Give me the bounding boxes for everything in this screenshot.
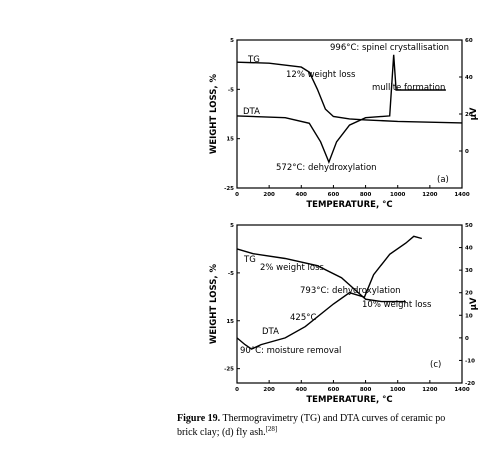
x-tick-label: 1200: [422, 387, 437, 393]
y2-tick-label: 20: [465, 112, 473, 118]
curve: [236, 248, 406, 303]
y2-tick-label: 0: [465, 149, 469, 155]
y2-tick-label: 40: [465, 246, 473, 252]
y2-tick-label: 30: [465, 268, 473, 274]
annotation: 425°C: [290, 313, 316, 323]
y2-tick-label: 0: [465, 336, 469, 342]
y2-tick-label: 20: [465, 291, 473, 297]
caption: brick clay; (d) fly ash.[28]: [177, 425, 277, 438]
annotation: 90°C: moisture removal: [240, 346, 341, 356]
x-tick-label: 0: [235, 192, 239, 198]
annotation: 793°C: dehydroxylation: [300, 286, 401, 296]
annotation: 572°C: dehydroxylation: [276, 163, 377, 173]
x-tick-label: 1000: [390, 387, 405, 393]
caption-text: brick clay; (d) fly ash.: [177, 427, 266, 438]
y-tick-label: -5: [228, 271, 234, 277]
y-axis-title: WEIGHT LOSS, %: [209, 263, 219, 344]
curve-label: DTA: [262, 327, 279, 337]
annotation: (c): [430, 360, 441, 370]
annotation: 996°C: spinel crystallisation: [330, 43, 449, 53]
x-tick-label: 600: [328, 192, 340, 198]
x-tick-label: 400: [296, 387, 308, 393]
annotation: mullite formation: [372, 83, 445, 93]
y2-tick-label: 60: [465, 38, 473, 44]
y-tick-label: 15: [226, 319, 234, 325]
y-tick-label: -5: [228, 87, 234, 93]
x-axis-title: TEMPERATURE, °C: [306, 395, 392, 405]
y2-tick-label: 10: [465, 313, 473, 319]
x-tick-label: 1200: [422, 192, 437, 198]
x-tick-label: 1400: [454, 192, 469, 198]
x-tick-label: 600: [328, 387, 340, 393]
plot-frame: [236, 224, 463, 384]
curve: [236, 54, 446, 165]
caption-label: Figure 19.: [177, 413, 221, 424]
curve: [236, 235, 422, 350]
annotation: 2% weight loss: [260, 263, 325, 273]
caption: Figure 19. Thermogravimetry (TG) and DTA…: [177, 413, 445, 424]
x-tick-label: 800: [360, 387, 372, 393]
y-tick-label: -25: [224, 367, 234, 373]
x-tick-label: 800: [360, 192, 372, 198]
y2-tick-label: 50: [465, 223, 473, 229]
x-tick-label: 1400: [454, 387, 469, 393]
y2-tick-label: 40: [465, 75, 473, 81]
y-tick-label: 5: [230, 38, 234, 44]
curve: [236, 61, 463, 124]
x-tick-label: 0: [235, 387, 239, 393]
x-tick-label: 1000: [390, 192, 405, 198]
caption-text: Thermogravimetry (TG) and DTA curves of …: [222, 413, 445, 424]
y2-axis-title: µV: [469, 107, 479, 120]
curve-label: DTA: [243, 107, 260, 117]
y-tick-label: 5: [230, 223, 234, 229]
annotation: (a): [437, 175, 449, 185]
annotation: 10% weight loss: [362, 300, 432, 310]
y-tick-label: -25: [224, 186, 234, 192]
x-tick-label: 200: [263, 192, 275, 198]
annotation: 12% weight loss: [286, 70, 356, 80]
y-axis-title: WEIGHT LOSS, %: [209, 73, 219, 154]
y2-tick-label: -20: [465, 381, 475, 387]
y-tick-label: 15: [226, 137, 234, 143]
x-axis-title: TEMPERATURE, °C: [306, 200, 392, 210]
y2-axis-title: µV: [469, 297, 479, 310]
x-tick-label: 400: [296, 192, 308, 198]
curve-label: TG: [247, 55, 260, 65]
curve-label: TG: [243, 255, 256, 265]
y2-tick-label: -10: [465, 358, 475, 364]
caption-ref: [28]: [266, 425, 278, 433]
x-tick-label: 200: [263, 387, 275, 393]
